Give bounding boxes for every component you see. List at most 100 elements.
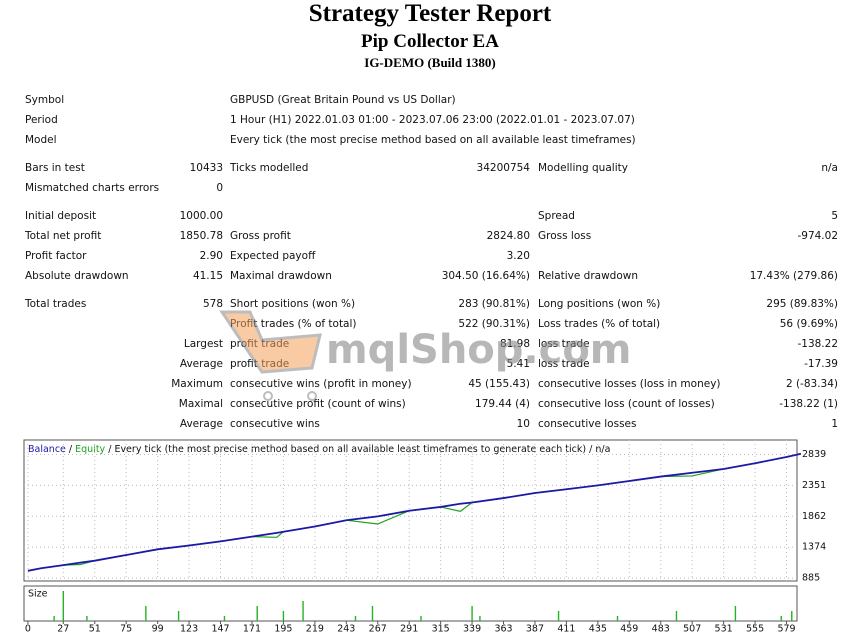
- table-cell: Profit factor: [25, 250, 87, 262]
- x-tick-label: 507: [683, 624, 701, 635]
- table-cell: 522 (90.31%): [458, 318, 530, 330]
- y-tick-label: 885: [802, 573, 820, 584]
- table-cell: Profit trades (% of total): [230, 318, 357, 330]
- table-cell: consecutive wins (profit in money): [230, 378, 412, 390]
- table-cell: 0: [216, 182, 223, 194]
- table-cell: Ticks modelled: [230, 162, 309, 174]
- cart-wheel: [307, 391, 317, 401]
- table-cell: Period: [25, 114, 58, 126]
- table-cell: 295 (89.83%): [766, 298, 838, 310]
- size-bar: [223, 616, 226, 621]
- table-cell: 1 Hour (H1) 2022.01.03 01:00 - 2023.07.0…: [230, 114, 635, 126]
- table-cell: -974.02: [797, 230, 838, 242]
- x-tick-label: 99: [152, 624, 164, 635]
- table-cell: Maximum: [171, 378, 223, 390]
- table-cell: Mismatched charts errors: [25, 182, 160, 194]
- size-bar: [177, 611, 180, 621]
- size-bar: [616, 616, 619, 621]
- size-bar: [557, 611, 560, 621]
- chart-legend: Balance / Equity / Every tick (the most …: [28, 444, 610, 455]
- series-line: [27, 452, 802, 572]
- table-cell: 283 (90.81%): [458, 298, 530, 310]
- legend-description: Every tick (the most precise method base…: [114, 444, 586, 455]
- size-bar: [780, 616, 782, 621]
- table-cell: loss trade: [538, 358, 590, 370]
- size-bar: [302, 601, 304, 621]
- size-bar: [86, 616, 88, 621]
- x-tick-label: 267: [369, 624, 387, 635]
- table-cell: Short positions (won %): [230, 298, 356, 310]
- table-cell: 17.43% (279.86): [749, 270, 838, 282]
- x-tick-label: 315: [432, 624, 450, 635]
- table-cell: Absolute drawdown: [25, 270, 129, 282]
- size-bar: [471, 606, 473, 621]
- table-cell: 1: [831, 418, 838, 430]
- x-tick-label: 0: [25, 624, 31, 635]
- table-cell: Every tick (the most precise method base…: [230, 134, 636, 146]
- x-tick-label: 555: [746, 624, 764, 635]
- legend-balance: Balance: [28, 444, 66, 455]
- table-cell: Modelling quality: [538, 162, 628, 174]
- x-tick-label: 459: [620, 624, 638, 635]
- table-cell: 45 (155.43): [468, 378, 530, 390]
- size-bar: [53, 616, 55, 621]
- table-cell: Average: [179, 418, 223, 430]
- table-cell: -138.22 (1): [779, 398, 838, 410]
- report-subtitle: Pip Collector EA: [361, 31, 499, 52]
- table-cell: Loss trades (% of total): [538, 318, 661, 330]
- table-cell: Maximal drawdown: [230, 270, 332, 282]
- x-tick-label: 123: [180, 624, 198, 635]
- legend-sep: /: [105, 444, 114, 455]
- x-tick-label: 147: [211, 624, 229, 635]
- table-cell: 10433: [189, 162, 223, 174]
- table-cell: Spread: [538, 210, 575, 222]
- size-bar: [282, 611, 285, 621]
- table-cell: consecutive losses (loss in money): [538, 378, 721, 390]
- table-cell: 578: [202, 298, 223, 310]
- table-cell: 2824.80: [486, 230, 530, 242]
- table-cell: Expected payoff: [230, 250, 316, 262]
- size-frame: [23, 585, 798, 622]
- size-bar: [256, 606, 258, 621]
- table-cell: consecutive wins: [230, 418, 320, 430]
- table-cell: Largest: [183, 338, 223, 350]
- size-bar: [791, 611, 793, 621]
- size-bar: [675, 611, 678, 621]
- x-tick-label: 411: [557, 624, 575, 635]
- x-tick-label: 243: [337, 624, 355, 635]
- table-cell: n/a: [821, 162, 838, 174]
- table-cell: 1850.78: [179, 230, 223, 242]
- table-cell: -17.39: [804, 358, 838, 370]
- report-title: Strategy Tester Report: [308, 0, 552, 27]
- y-tick-label: 1374: [802, 542, 826, 553]
- table-cell: 304.50 (16.64%): [441, 270, 530, 282]
- size-bar: [354, 616, 357, 621]
- table-cell: 10: [516, 418, 530, 430]
- size-bar: [479, 616, 481, 621]
- table-cell: Symbol: [25, 94, 65, 106]
- table-cell: 81.98: [499, 338, 530, 350]
- x-tick-label: 75: [120, 624, 132, 635]
- legend-equity: Equity: [75, 444, 105, 455]
- x-tick-label: 291: [400, 624, 418, 635]
- table-cell: 1000.00: [179, 210, 223, 222]
- table-cell: Average: [179, 358, 223, 370]
- x-tick-label: 579: [777, 624, 795, 635]
- cart-wheel: [263, 391, 273, 401]
- size-bar: [420, 616, 422, 621]
- table-cell: Initial deposit: [25, 210, 97, 222]
- table-cell: Maximal: [178, 398, 223, 410]
- table-cell: Model: [25, 134, 57, 146]
- x-tick-label: 363: [494, 624, 512, 635]
- table-cell: 5.41: [506, 358, 530, 370]
- size-label: Size: [28, 589, 48, 600]
- table-cell: 5: [831, 210, 838, 222]
- x-tick-label: 531: [715, 624, 733, 635]
- watermark-icon: [219, 310, 322, 401]
- table-cell: loss trade: [538, 338, 590, 350]
- y-tick-label: 2351: [802, 480, 826, 491]
- table-cell: 3.20: [506, 250, 530, 262]
- x-tick-label: 195: [274, 624, 292, 635]
